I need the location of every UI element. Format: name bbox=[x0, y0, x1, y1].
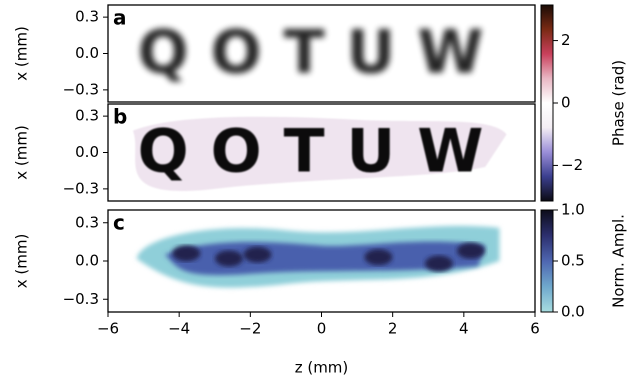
y-tick-label: −0.3 bbox=[63, 179, 99, 197]
y-axis-label: x (mm) bbox=[13, 26, 31, 81]
heatmap-image: QOTUW bbox=[138, 18, 506, 88]
x-tick-label: −4 bbox=[168, 320, 190, 338]
colorbar-tick-label: 1.0 bbox=[561, 201, 585, 219]
x-tick-label: 4 bbox=[459, 320, 469, 338]
y-axis-label: x (mm) bbox=[13, 125, 31, 180]
panel-label: c bbox=[113, 211, 125, 235]
y-tick-label: 0.0 bbox=[75, 44, 99, 62]
x-tick-label: 0 bbox=[317, 320, 327, 338]
colorbar bbox=[540, 4, 554, 202]
phase-speckle bbox=[132, 116, 507, 192]
image-letters: QOTUW bbox=[138, 117, 506, 187]
heatmap-image bbox=[136, 225, 500, 288]
amplitude-peak bbox=[214, 250, 243, 267]
amplitude-peak bbox=[172, 245, 201, 262]
y-tick-label: −0.3 bbox=[63, 290, 99, 308]
panel-label: b bbox=[113, 105, 127, 129]
y-tick-label: 0.3 bbox=[75, 107, 99, 125]
y-tick-label: 0.3 bbox=[75, 8, 99, 26]
y-tick-label: 0.3 bbox=[75, 213, 99, 231]
colorbar bbox=[540, 209, 554, 313]
colorbar-label: Phase (rad) bbox=[610, 60, 628, 146]
amplitude-inner bbox=[164, 241, 486, 276]
amplitude-peak bbox=[424, 255, 453, 272]
x-tick-label: −6 bbox=[97, 320, 119, 338]
colorbar-tick-label: 0 bbox=[561, 94, 571, 112]
colorbar-tick-label: 0.5 bbox=[561, 252, 585, 270]
amplitude-peak bbox=[456, 242, 485, 259]
colorbar-tick-label: 2 bbox=[561, 31, 571, 49]
x-tick-label: 2 bbox=[388, 320, 398, 338]
amplitude-peak bbox=[243, 246, 272, 263]
x-axis-label: z (mm) bbox=[295, 359, 349, 377]
x-tick-label: −2 bbox=[239, 320, 261, 338]
amplitude-peak bbox=[364, 249, 393, 266]
panel-label: a bbox=[113, 6, 127, 30]
y-tick-label: −0.3 bbox=[63, 80, 99, 98]
heatmap-image: QOTUW bbox=[132, 116, 507, 192]
image-letters: QOTUW bbox=[138, 18, 506, 88]
x-tick-label: 6 bbox=[530, 320, 540, 338]
colorbar-tick-label: −2 bbox=[561, 156, 583, 174]
y-tick-label: 0.0 bbox=[75, 252, 99, 270]
colorbar-label: Norm. Ampl. bbox=[610, 214, 628, 308]
y-axis-label: x (mm) bbox=[13, 234, 31, 289]
y-tick-label: 0.0 bbox=[75, 143, 99, 161]
colorbar-tick-label: 0.0 bbox=[561, 303, 585, 321]
